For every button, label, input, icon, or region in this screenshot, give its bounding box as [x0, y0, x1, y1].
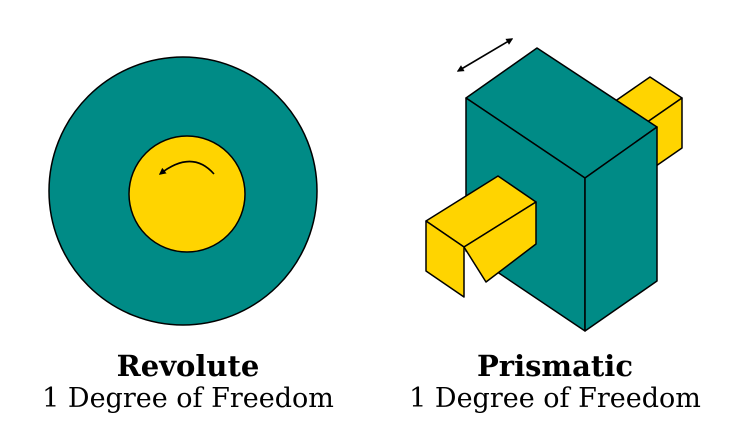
- prismatic-subtitle: 1 Degree of Freedom: [409, 383, 701, 414]
- front-rod-side-face: [463, 201, 537, 283]
- prismatic-joint-diagram: [425, 38, 683, 332]
- double-headed-arrow-icon: [456, 38, 514, 72]
- front-rod-end-face: [425, 220, 465, 298]
- revolute-caption: Revolute 1 Degree of Freedom: [38, 349, 338, 415]
- prismatic-title: Prismatic: [477, 349, 633, 383]
- block-side-face: [584, 126, 658, 332]
- revolute-joint-diagram: [48, 56, 318, 326]
- revolute-subtitle: 1 Degree of Freedom: [42, 383, 334, 414]
- prismatic-caption: Prismatic 1 Degree of Freedom: [405, 349, 705, 415]
- revolute-title: Revolute: [116, 349, 260, 383]
- revolute-inner-shaft: [128, 135, 246, 253]
- curved-rotation-arrow-icon: [158, 160, 215, 175]
